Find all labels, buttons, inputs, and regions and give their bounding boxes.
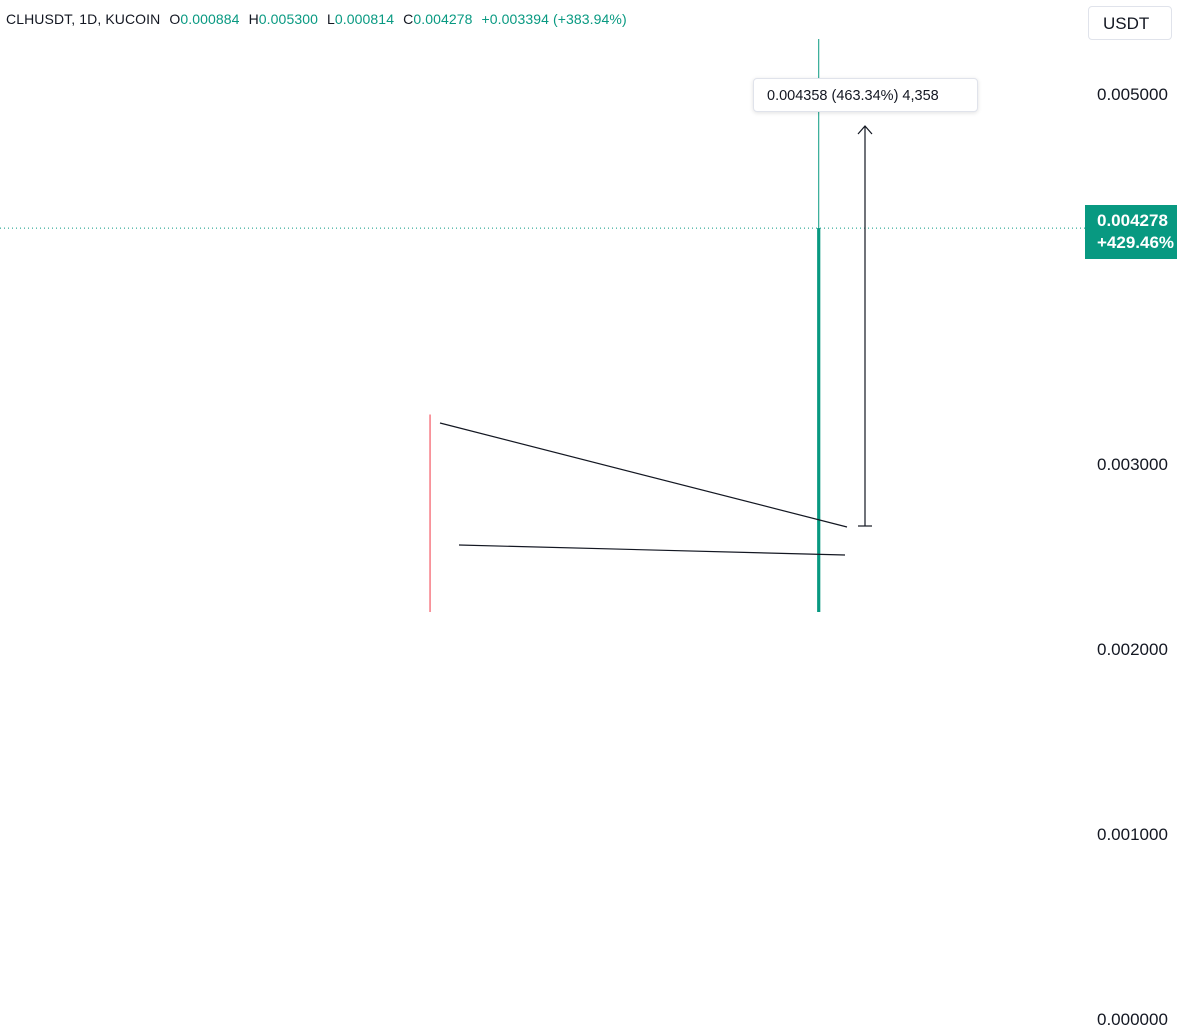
drawings-layer [0, 125, 1085, 556]
price-axis-label: 0.003000 [1097, 454, 1168, 474]
open-label: O [169, 11, 181, 27]
close-label: C [403, 11, 414, 27]
candle [817, 39, 821, 612]
upper-trendline [439, 422, 848, 528]
symbol-title[interactable]: CLHUSDT, 1D, KUCOIN [6, 11, 161, 27]
last-price-change: +429.46% [1097, 233, 1175, 252]
price-range-measure-label[interactable]: 0.004358 (463.34%) 4,358 [753, 78, 978, 112]
measure-arrowhead [857, 125, 873, 135]
change-value: +0.003394 (+383.94%) [481, 11, 627, 27]
low-label: L [327, 11, 335, 27]
last-price-value: 0.004278 [1097, 211, 1168, 230]
lower-trendline [458, 544, 846, 556]
open-value: 0.000884 [180, 11, 240, 27]
candles-layer [429, 39, 821, 612]
price-axis-label: 0.005000 [1097, 84, 1168, 104]
symbol-header: CLHUSDT, 1D, KUCOIN O0.000884 H0.005300 L0.… [6, 11, 636, 27]
close-value: 0.004278 [413, 11, 473, 27]
price-axis-label: 0.000000 [1097, 1009, 1168, 1029]
price-chart[interactable] [0, 0, 1085, 612]
high-value: 0.005300 [258, 11, 318, 27]
last-price-tag: 0.004278 +429.46% [1085, 205, 1177, 259]
currency-selector-button[interactable]: USDT [1088, 6, 1172, 40]
candle-body [817, 228, 821, 612]
low-value: 0.000814 [334, 11, 395, 27]
price-axis-label: 0.002000 [1097, 639, 1168, 659]
price-axis-label: 0.001000 [1097, 824, 1168, 844]
high-label: H [248, 11, 259, 27]
candle [429, 414, 431, 612]
